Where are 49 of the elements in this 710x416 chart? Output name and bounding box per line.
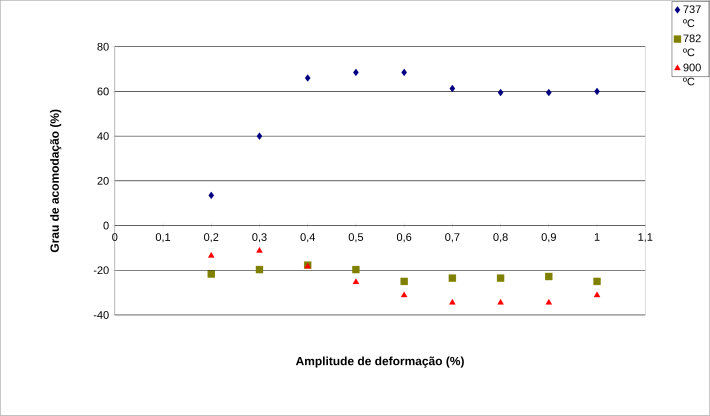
point (546, 299, 552, 305)
point (450, 84, 456, 92)
x-axis-title: Amplitude de deformação (%) (296, 356, 464, 368)
y-tick-label: -40 (94, 311, 109, 319)
point (594, 88, 600, 96)
x-tick-label: 0,2 (204, 233, 218, 242)
point (256, 247, 263, 253)
x-tick-label: 1 (594, 233, 600, 241)
legend-label: 900 ºC (683, 64, 701, 86)
y-tick-label: 20 (98, 177, 109, 185)
x-tick-label: 0,5 (348, 233, 364, 242)
y-tick-label: 60 (98, 88, 109, 96)
y-tick-label: 0 (103, 222, 109, 230)
x-tick-label: 0,6 (396, 233, 412, 242)
point (593, 278, 601, 286)
point (594, 292, 600, 298)
point (256, 132, 262, 140)
x-tick-label: 0,4 (300, 233, 315, 242)
x-tick-label: 0,3 (252, 233, 267, 242)
y-axis-title: Grau de acomodação (%) (50, 110, 62, 252)
y-tick-label: 80 (97, 42, 109, 51)
point (545, 272, 552, 280)
point (448, 274, 456, 282)
x-tick-label: 0,8 (493, 233, 508, 242)
x-tick-label: 0,9 (542, 233, 556, 242)
point (401, 68, 407, 76)
point (498, 88, 504, 96)
point (449, 299, 456, 305)
point (400, 292, 408, 298)
point (497, 299, 504, 305)
point (496, 274, 504, 282)
point (353, 68, 359, 76)
legend-label: 782 ºC (683, 34, 701, 56)
y-tick-label: 40 (97, 132, 109, 140)
point (352, 266, 360, 274)
point (208, 252, 214, 258)
point (400, 278, 408, 286)
point (304, 74, 311, 82)
x-tick-label: 0,7 (445, 233, 460, 242)
legend-label: 737 ºC (683, 5, 701, 28)
point (256, 266, 264, 274)
y-tick-label: -20 (94, 266, 109, 274)
point (208, 270, 215, 278)
x-tick-label: 0,1 (156, 233, 170, 242)
point (352, 278, 360, 284)
point (208, 192, 214, 200)
point (546, 88, 552, 96)
x-tick-label: 0 (112, 233, 118, 242)
x-tick-label: 1,1 (638, 233, 652, 242)
